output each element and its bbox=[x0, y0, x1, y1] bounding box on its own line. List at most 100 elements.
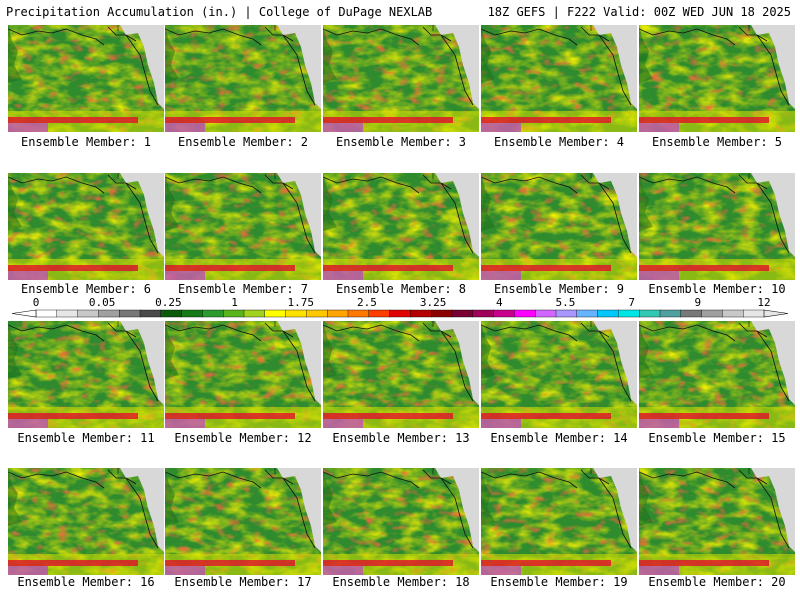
ensemble-map-11 bbox=[8, 321, 164, 428]
member-caption: Ensemble Member: 9 bbox=[493, 282, 625, 296]
itcz-rain-band bbox=[639, 265, 769, 271]
asia-coast bbox=[8, 468, 22, 526]
colorbar-swatch bbox=[431, 309, 453, 318]
colorbar-swatch bbox=[639, 309, 661, 318]
colorbar-tick-label: 0.25 bbox=[155, 296, 182, 309]
coastlines bbox=[481, 322, 632, 402]
heavy-rain-core bbox=[165, 566, 205, 575]
coastlines bbox=[639, 469, 790, 549]
asia-coast bbox=[165, 321, 179, 379]
north-america-dry bbox=[593, 25, 637, 109]
member-caption: Ensemble Member: 13 bbox=[332, 431, 470, 445]
asia-coast bbox=[323, 321, 337, 379]
coastlines bbox=[165, 26, 316, 106]
itcz-rain-band bbox=[639, 560, 769, 566]
itcz-rain-band bbox=[323, 413, 453, 419]
asia-coast bbox=[165, 468, 179, 526]
colorbar-tick-label: 5.5 bbox=[555, 296, 576, 309]
north-america-dry bbox=[277, 25, 321, 109]
itcz-rain-band bbox=[481, 560, 611, 566]
heavy-rain-core bbox=[323, 271, 363, 280]
heavy-rain-core bbox=[8, 123, 48, 132]
colorbar-tick-label: 12 bbox=[757, 296, 771, 309]
coastlines bbox=[323, 322, 474, 402]
north-america-dry bbox=[120, 173, 164, 257]
north-america-dry bbox=[751, 321, 795, 405]
heavy-rain-core bbox=[165, 123, 205, 132]
heavy-rain-core bbox=[8, 271, 48, 280]
itcz-rain-band bbox=[8, 117, 138, 123]
ensemble-map-2 bbox=[165, 25, 321, 132]
itcz-rain-band bbox=[8, 413, 138, 419]
member-caption: Ensemble Member: 6 bbox=[20, 282, 152, 296]
colorbar-tick-label: 0 bbox=[32, 296, 40, 309]
itcz-rain-band bbox=[639, 117, 769, 123]
ensemble-map-13 bbox=[323, 321, 479, 428]
member-caption: Ensemble Member: 7 bbox=[177, 282, 309, 296]
asia-coast bbox=[639, 173, 653, 231]
colorbar-tick-label: 4 bbox=[495, 296, 503, 309]
colorbar-swatch bbox=[347, 309, 370, 318]
member-caption: Ensemble Member: 1 bbox=[20, 135, 152, 149]
itcz-rain-band bbox=[8, 560, 138, 566]
colorbar-swatch bbox=[389, 309, 411, 318]
ensemble-map-17 bbox=[165, 468, 321, 575]
colorbar-swatch bbox=[56, 309, 79, 318]
ensemble-map-5 bbox=[639, 25, 795, 132]
colorbar-tick-label: 9 bbox=[694, 296, 702, 309]
member-caption: Ensemble Member: 8 bbox=[335, 282, 467, 296]
north-america-dry bbox=[593, 173, 637, 257]
colorbar-swatch bbox=[181, 309, 203, 318]
coastlines bbox=[165, 469, 316, 549]
member-caption: Ensemble Member: 14 bbox=[490, 431, 628, 445]
colorbar-swatch bbox=[368, 309, 391, 318]
asia-coast bbox=[481, 173, 495, 231]
north-america-dry bbox=[277, 468, 321, 552]
heavy-rain-core bbox=[323, 566, 363, 575]
member-caption: Ensemble Member: 3 bbox=[335, 135, 467, 149]
itcz-rain-band bbox=[639, 413, 769, 419]
colorbar-swatch bbox=[410, 309, 432, 318]
north-america-dry bbox=[751, 173, 795, 257]
heavy-rain-core bbox=[639, 123, 679, 132]
ensemble-map-8 bbox=[323, 173, 479, 280]
itcz-rain-band bbox=[165, 560, 295, 566]
asia-coast bbox=[639, 25, 653, 83]
ensemble-map-10 bbox=[639, 173, 795, 280]
heavy-rain-core bbox=[481, 271, 521, 280]
colorbar-legend: 0 0.05 0.25 1 1.75 2.5 3.25 4 5.5 7 9 12 bbox=[0, 296, 800, 319]
colorbar-max-arrow bbox=[763, 309, 789, 318]
north-america-dry bbox=[120, 25, 164, 109]
asia-coast bbox=[481, 321, 495, 379]
colorbar-swatch bbox=[77, 309, 99, 318]
member-caption: Ensemble Member: 12 bbox=[174, 431, 312, 445]
ensemble-map-15 bbox=[639, 321, 795, 428]
ensemble-map-12 bbox=[165, 321, 321, 428]
ensemble-map-14 bbox=[481, 321, 637, 428]
coastlines bbox=[8, 469, 159, 549]
member-caption: Ensemble Member: 19 bbox=[490, 575, 628, 589]
colorbar-min-arrow bbox=[11, 309, 37, 318]
colorbar-tick-label: 1 bbox=[231, 296, 238, 309]
coastlines bbox=[481, 469, 632, 549]
coastlines bbox=[639, 26, 790, 106]
member-caption: Ensemble Member: 5 bbox=[651, 135, 783, 149]
colorbar-swatch bbox=[743, 309, 765, 318]
ensemble-map-16 bbox=[8, 468, 164, 575]
ensemble-map-1 bbox=[8, 25, 164, 132]
colorbar-swatch bbox=[493, 309, 515, 318]
colorbar-tick-label: 7 bbox=[628, 296, 635, 309]
colorbar-swatch bbox=[222, 309, 245, 318]
coastlines bbox=[323, 26, 474, 106]
asia-coast bbox=[481, 25, 495, 83]
colorbar-swatch bbox=[285, 309, 307, 318]
colorbar-tick-label: 2.5 bbox=[356, 296, 377, 309]
coastlines bbox=[639, 322, 790, 402]
ensemble-map-19 bbox=[481, 468, 637, 575]
heavy-rain-core bbox=[481, 123, 521, 132]
north-america-dry bbox=[435, 321, 479, 405]
colorbar-swatch bbox=[327, 309, 349, 318]
colorbar-swatch bbox=[576, 309, 599, 318]
colorbar-swatch bbox=[160, 309, 183, 318]
colorbar-swatch bbox=[35, 309, 58, 318]
